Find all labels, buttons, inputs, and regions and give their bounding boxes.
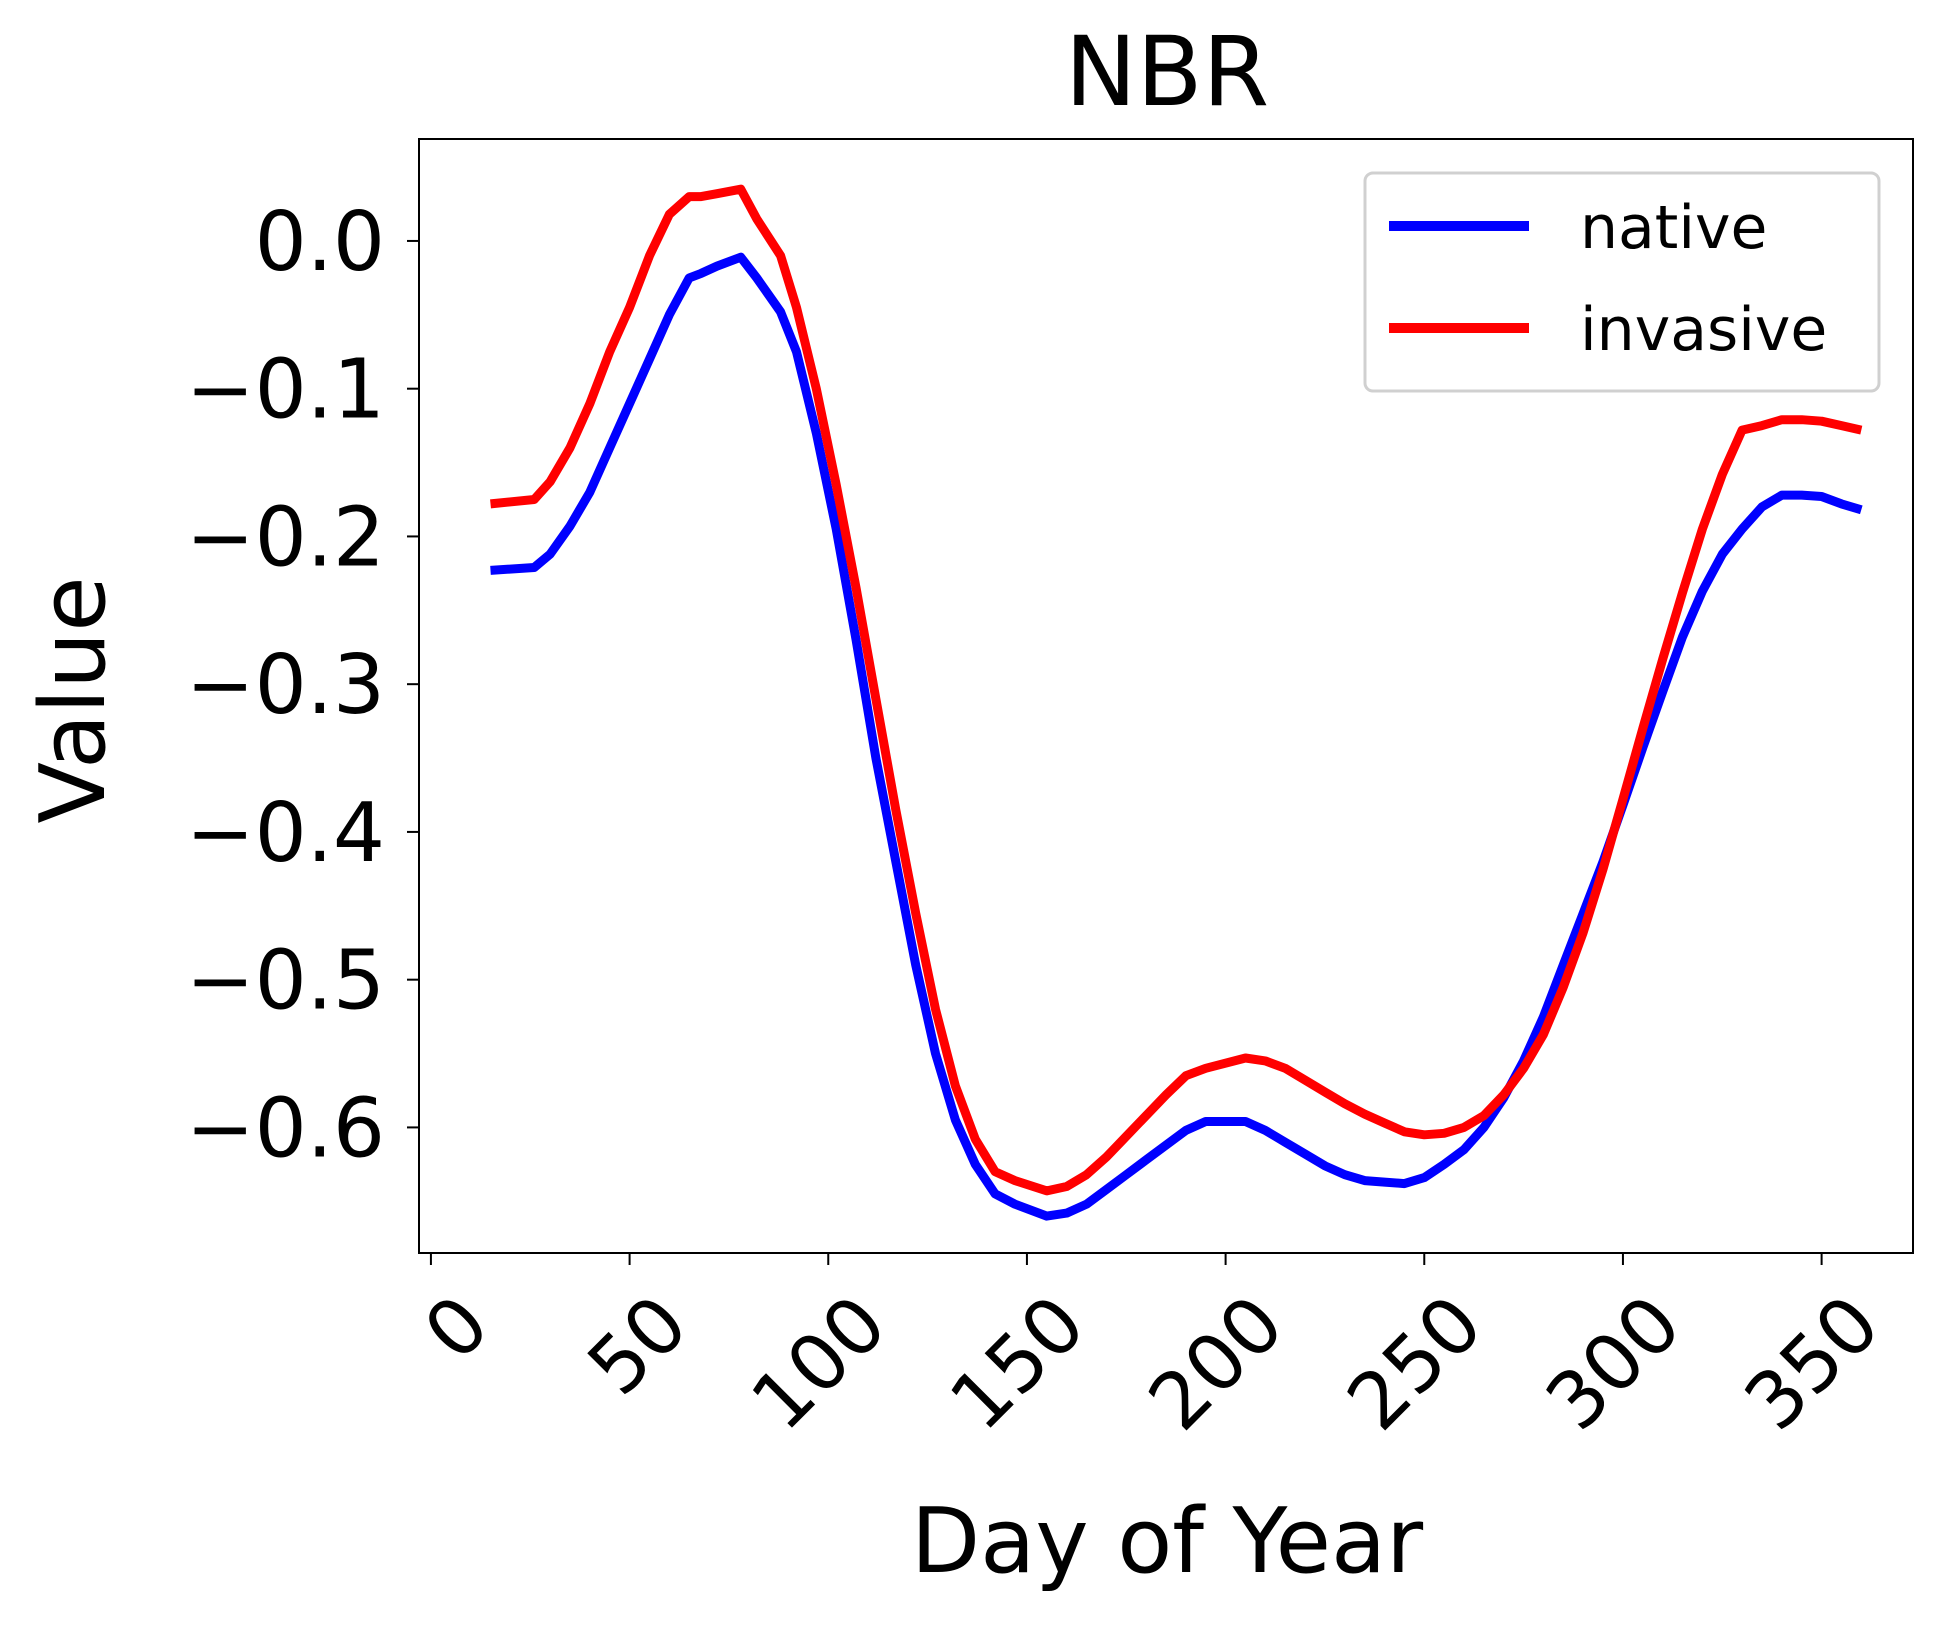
y-axis-ticks: 0.0 −0.1 −0.2 −0.3 −0.4 −0.5 −0.6: [186, 195, 419, 1176]
y-axis-label: Value: [21, 576, 126, 823]
series-line-invasive: [490, 184, 1863, 1196]
legend-label-native: native: [1580, 193, 1767, 263]
series-lines: [490, 184, 1863, 1221]
y-tick-label: 0.0: [255, 195, 385, 290]
x-axis-label: Day of Year: [911, 1489, 1423, 1594]
y-tick-label: −0.2: [186, 490, 385, 585]
legend-label-invasive: invasive: [1580, 295, 1827, 365]
y-tick-label: −0.5: [186, 934, 385, 1029]
y-tick-label: −0.1: [186, 343, 385, 438]
y-tick-label: −0.6: [186, 1081, 385, 1176]
y-tick-label: −0.4: [186, 786, 385, 881]
plot-frame: [418, 138, 1914, 1254]
series-line-native: [490, 252, 1863, 1221]
y-tick-label: −0.3: [186, 638, 385, 733]
legend: native invasive: [1363, 171, 1881, 393]
chart-title: NBR: [1065, 16, 1269, 128]
